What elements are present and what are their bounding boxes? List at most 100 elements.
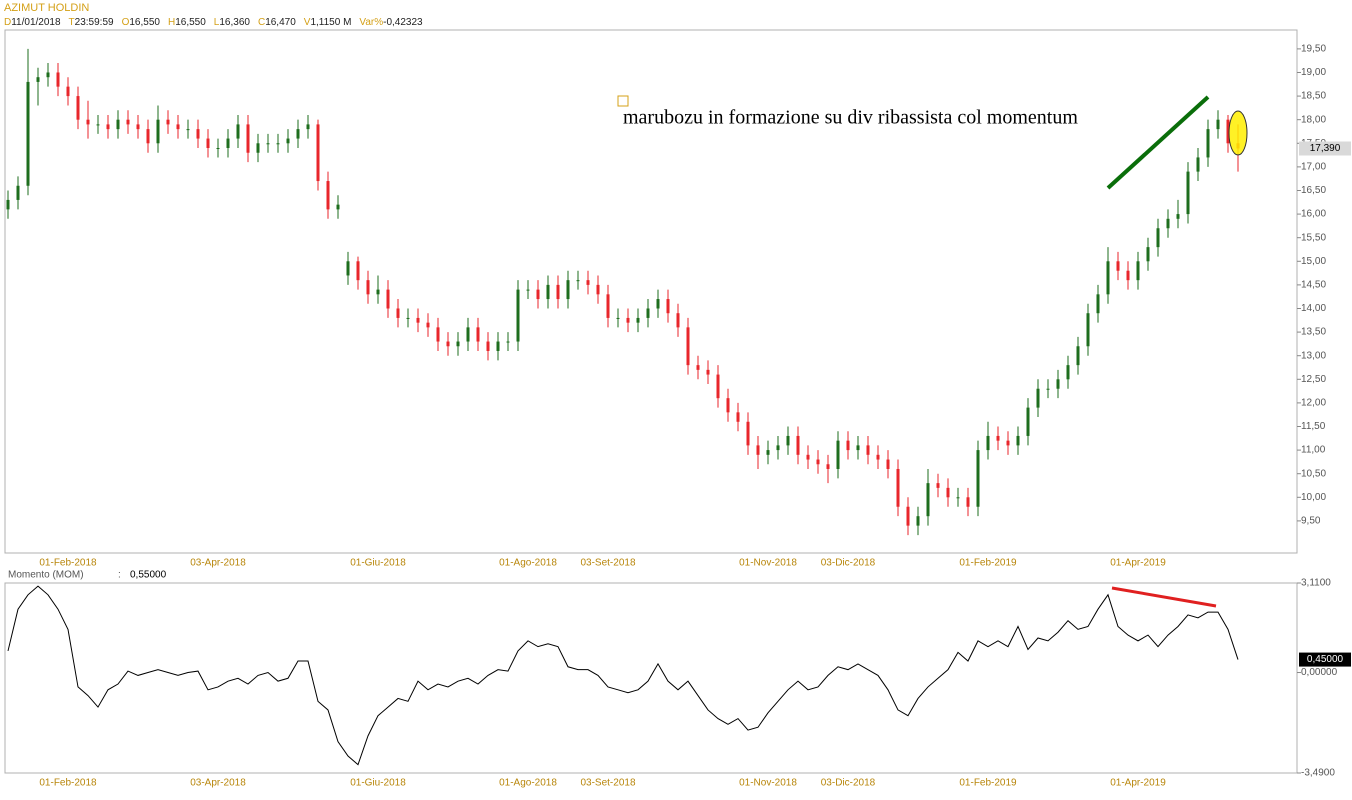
candle-body (596, 284, 600, 295)
x-tick-label: 01-Ago-2018 (499, 558, 557, 569)
candle-body (696, 365, 700, 370)
candle-body (1206, 129, 1210, 158)
candle-body (116, 119, 120, 130)
candle-body (676, 313, 680, 328)
x-tick-label: 01-Nov-2018 (739, 558, 797, 569)
candle-body (236, 124, 240, 139)
candle-body (996, 435, 1000, 441)
candle-body (566, 280, 570, 300)
candle-body (976, 450, 980, 507)
candle-body (96, 124, 100, 126)
candle-body (126, 119, 130, 125)
candle-body (716, 374, 720, 399)
field-value: -0,42323 (383, 17, 423, 28)
x-tick-label: 03-Apr-2018 (190, 778, 246, 789)
candle-body (706, 369, 710, 375)
candle-body (886, 459, 890, 469)
last-price-tag (1299, 141, 1351, 156)
candle-body (366, 280, 370, 295)
candle-body (1056, 379, 1060, 389)
candle-body (896, 468, 900, 507)
candle-body (316, 124, 320, 182)
candle-body (766, 450, 770, 455)
indicator-value: 0,55000 (130, 570, 167, 581)
last-value-label: 0,45000 (1307, 654, 1344, 665)
candle-body (176, 124, 180, 130)
field-value: 16,470 (265, 17, 296, 28)
field-key: C (258, 17, 265, 28)
candle-body (946, 487, 950, 498)
candle-body (746, 421, 750, 446)
candle-body (16, 185, 20, 200)
candle-body (356, 261, 360, 281)
field-key: H (168, 17, 175, 28)
candle-body (1166, 218, 1170, 229)
candle-body (276, 143, 280, 145)
candle-body (616, 317, 620, 319)
momentum-panel (4, 582, 1298, 774)
divergence-line (1111, 586, 1217, 608)
candle-body (256, 143, 260, 153)
momentum-line (7, 585, 1239, 766)
y-tick-label: 3,1100 (1301, 578, 1331, 589)
candle-body (106, 124, 110, 130)
candle-body (606, 294, 610, 318)
candle-body (1176, 214, 1180, 219)
price-panel (4, 29, 1298, 554)
candle-body (646, 308, 650, 318)
candle-body (436, 327, 440, 342)
field-key: Var% (359, 17, 383, 28)
y-tick-label: 11,50 (1301, 421, 1326, 432)
candle-body (86, 119, 90, 125)
candle-body (966, 497, 970, 507)
y-tick-label: 19,00 (1301, 67, 1326, 78)
candle-body (446, 341, 450, 347)
y-tick-label: 12,50 (1301, 374, 1326, 385)
candle-body (396, 308, 400, 318)
field-key: L (214, 17, 220, 28)
candle-body (66, 86, 70, 97)
candle-body (1186, 171, 1190, 215)
candle-body (876, 454, 880, 460)
candle-body (1106, 261, 1110, 295)
candle-body (736, 412, 740, 422)
candle-body (546, 284, 550, 300)
field-key: D (4, 17, 11, 28)
candle-body (1226, 119, 1230, 144)
y-tick-label: 19,50 (1301, 44, 1326, 55)
candle-body (336, 204, 340, 210)
candle-body (136, 124, 140, 130)
trend-line (1106, 95, 1210, 190)
candle-body (1116, 261, 1120, 271)
indicator-separator: : (118, 570, 121, 581)
candle-body (326, 181, 330, 210)
candle-body (1136, 261, 1140, 281)
candle-body (1036, 388, 1040, 408)
candle-body (346, 261, 350, 276)
candle-body (76, 96, 80, 120)
candle-body (466, 327, 470, 342)
candle-body (786, 435, 790, 446)
y-tick-label: 13,50 (1301, 327, 1326, 338)
candle-body (1196, 157, 1200, 172)
x-tick-label: 01-Apr-2019 (1110, 778, 1166, 789)
field-key: V (304, 17, 311, 28)
y-tick-label: 15,00 (1301, 256, 1326, 267)
x-tick-label: 01-Giu-2018 (350, 558, 406, 569)
candle-body (1076, 346, 1080, 366)
candle-body (486, 341, 490, 351)
candle-body (56, 72, 60, 87)
candle-body (376, 289, 380, 295)
candle-body (776, 445, 780, 451)
candle-body (496, 341, 500, 351)
candle-body (146, 129, 150, 144)
y-tick-label: 9,50 (1301, 516, 1321, 527)
x-tick-label: 01-Nov-2018 (739, 778, 797, 789)
last-price-label: 17,390 (1310, 143, 1341, 154)
candle-body (866, 445, 870, 455)
candle-body (286, 138, 290, 144)
candle-body (666, 299, 670, 314)
candle-body (756, 445, 760, 455)
candle-body (476, 327, 480, 342)
